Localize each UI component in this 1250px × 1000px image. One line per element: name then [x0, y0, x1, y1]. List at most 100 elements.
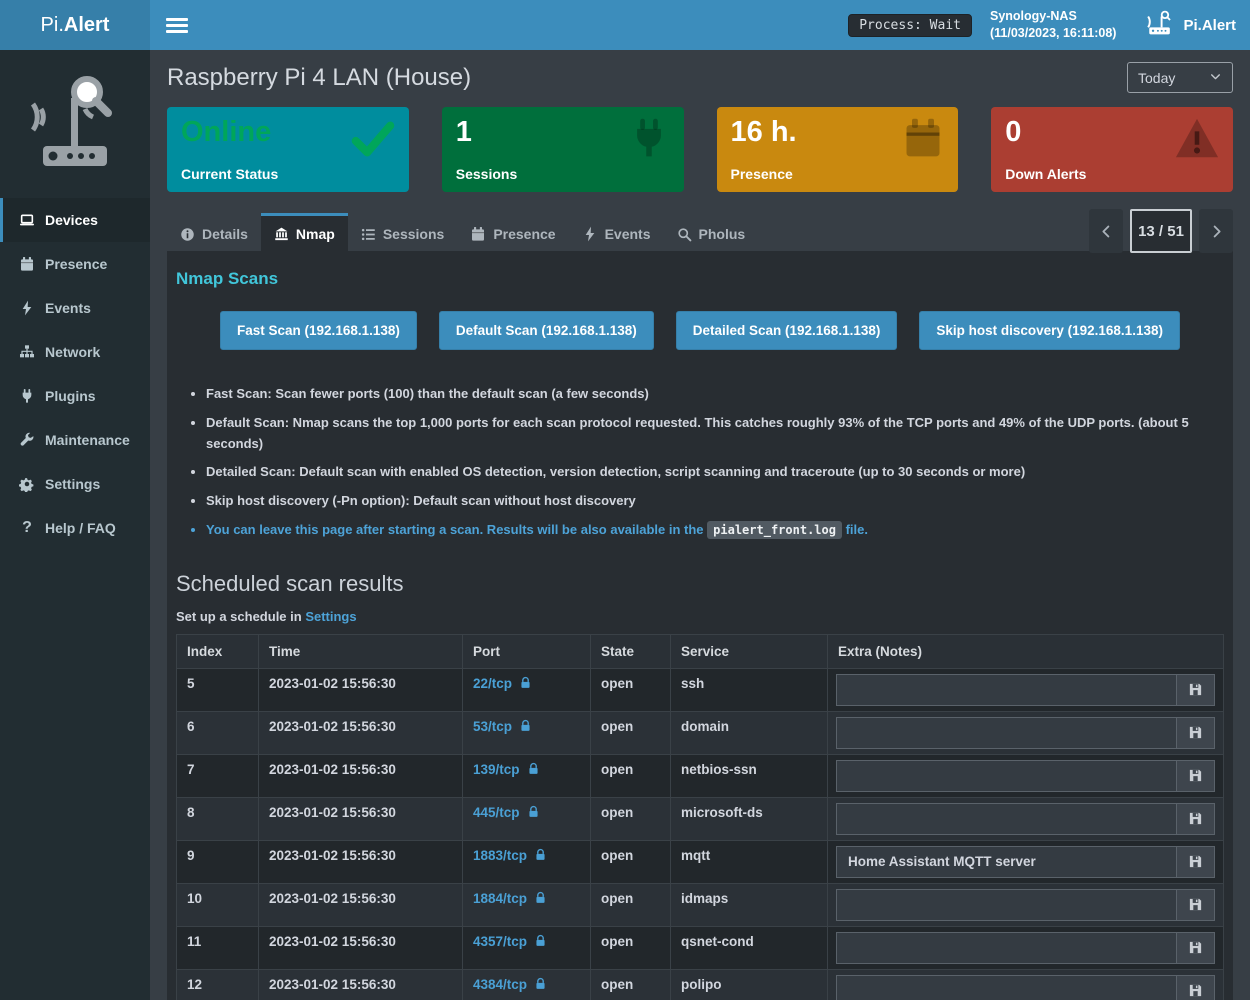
port-link[interactable]: 4357/tcp — [473, 934, 547, 949]
cell-service: microsoft-ds — [670, 796, 828, 841]
scan-button-detailed[interactable]: Detailed Scan (192.168.1.138) — [675, 311, 898, 350]
save-note-button[interactable] — [1176, 932, 1214, 963]
host-info: Synology-NAS (11/03/2023, 16:11:08) — [990, 8, 1117, 42]
sidebar-menu: Devices Presence Events Network Plugins Maint… — [0, 198, 150, 550]
card-label: Presence — [730, 166, 793, 182]
save-note-button[interactable] — [1176, 760, 1214, 791]
save-note-button[interactable] — [1176, 717, 1214, 748]
port-text: 4384/tcp — [473, 976, 528, 992]
calendar-icon — [901, 116, 945, 165]
sidebar-item-network[interactable]: Network — [0, 330, 150, 374]
tab-details[interactable]: Details — [167, 213, 261, 251]
cell-state: open — [590, 710, 671, 755]
tab-pholus[interactable]: Pholus — [664, 213, 759, 251]
table-row: 10 2023-01-02 15:56:30 1884/tcp open idmaps — [176, 882, 1224, 927]
cell-time: 2023-01-02 15:56:30 — [258, 796, 463, 841]
cell-time: 2023-01-02 15:56:30 — [258, 925, 463, 970]
card-sessions: 1 Sessions — [441, 107, 684, 192]
status-cards: Online Current Status 1 Sessions 16 h. Presen… — [167, 107, 1233, 192]
save-note-button[interactable] — [1176, 674, 1214, 705]
port-link[interactable]: 445/tcp — [473, 805, 540, 820]
log-note-item: You can leave this page after starting a… — [206, 520, 1224, 541]
note-input[interactable] — [837, 846, 1176, 877]
save-note-button[interactable] — [1176, 889, 1214, 920]
cell-state: open — [590, 753, 671, 798]
port-text: 1883/tcp — [473, 847, 528, 863]
settings-link[interactable]: Settings — [305, 608, 357, 624]
sidebar-item-label: Events — [45, 300, 91, 316]
tab-nmap[interactable]: Nmap — [260, 213, 348, 251]
navbar-brand[interactable]: Pi.Alert — [1144, 10, 1236, 40]
card-value: 0 — [1005, 116, 1022, 148]
schedule-subtitle-text: Set up a schedule in — [176, 608, 306, 624]
sidebar-item-label: Network — [45, 344, 101, 360]
cell-extra-notes — [827, 753, 1224, 798]
port-link[interactable]: 1884/tcp — [473, 891, 547, 906]
save-icon — [1188, 854, 1203, 869]
hamburger-icon[interactable] — [166, 17, 188, 33]
save-note-button[interactable] — [1176, 975, 1214, 1000]
sidebar-item-plugins[interactable]: Plugins — [0, 374, 150, 418]
port-link[interactable]: 22/tcp — [473, 676, 532, 691]
schedule-subtitle: Set up a schedule in Settings — [176, 609, 1224, 624]
scan-button-fast[interactable]: Fast Scan (192.168.1.138) — [220, 311, 417, 350]
period-select[interactable]: Today — [1127, 62, 1233, 93]
tab-events[interactable]: Events — [569, 213, 664, 251]
note-input[interactable] — [837, 889, 1176, 920]
sidebar-item-events[interactable]: Events — [0, 286, 150, 330]
save-note-button[interactable] — [1176, 846, 1214, 877]
cell-time: 2023-01-02 15:56:30 — [258, 753, 463, 798]
scan-description-item: Skip host discovery (-Pn option): Defaul… — [206, 491, 1224, 512]
tab-presence[interactable]: Presence — [457, 213, 568, 251]
note-input[interactable] — [837, 674, 1176, 705]
bolt-icon — [18, 300, 36, 316]
plug-icon — [18, 388, 36, 404]
sidebar-item-label: Settings — [45, 476, 101, 492]
note-input[interactable] — [837, 975, 1176, 1000]
card-value: Online — [181, 116, 272, 148]
scan-button-skip[interactable]: Skip host discovery (192.168.1.138) — [919, 311, 1180, 350]
card-value: 1 — [455, 116, 472, 148]
save-note-button[interactable] — [1176, 803, 1214, 834]
scan-description-item: Detailed Scan: Default scan with enabled… — [206, 462, 1224, 483]
chevron-down-icon — [1209, 70, 1222, 86]
port-link[interactable]: 4384/tcp — [473, 977, 547, 992]
sidebar-item-label: Plugins — [45, 388, 96, 404]
device-tabs: Details Nmap Sessions Presence Events Pholus — [167, 213, 1233, 251]
port-text: 445/tcp — [473, 804, 520, 820]
cell-service: netbios-ssn — [670, 753, 828, 798]
cell-time: 2023-01-02 15:56:30 — [258, 839, 463, 884]
port-link[interactable]: 53/tcp — [473, 719, 532, 734]
check-icon — [350, 116, 396, 167]
note-input[interactable] — [837, 717, 1176, 748]
note-input[interactable] — [837, 760, 1176, 791]
note-input[interactable] — [837, 932, 1176, 963]
save-icon — [1188, 682, 1203, 697]
port-link[interactable]: 1883/tcp — [473, 848, 547, 863]
save-icon — [1188, 725, 1203, 740]
tab-label: Presence — [493, 226, 556, 242]
sidebar-item-maintenance[interactable]: Maintenance — [0, 418, 150, 462]
tab-label: Sessions — [382, 226, 445, 242]
scan-button-default[interactable]: Default Scan (192.168.1.138) — [438, 311, 654, 350]
sidebar-item-presence[interactable]: Presence — [0, 242, 150, 286]
scan-description-item: Default Scan: Nmap scans the top 1,000 p… — [206, 413, 1224, 455]
port-link[interactable]: 139/tcp — [473, 762, 540, 777]
sidebar-item-help-faq[interactable]: ? Help / FAQ — [0, 506, 150, 550]
cell-service: qsnet-cond — [670, 925, 828, 970]
sidebar-item-settings[interactable]: Settings — [0, 462, 150, 506]
prev-device-button[interactable] — [1089, 209, 1123, 253]
tab-sessions[interactable]: Sessions — [348, 213, 457, 251]
app-logo[interactable]: Pi. Alert — [0, 0, 150, 50]
next-device-button[interactable] — [1199, 209, 1233, 253]
calendar-icon — [18, 256, 36, 272]
card-current-status: Online Current Status — [167, 107, 409, 192]
sidebar-item-devices[interactable]: Devices — [0, 198, 150, 242]
top-navbar: Pi. Alert Process: Wait Synology-NAS (11/… — [0, 0, 1250, 50]
lock-icon — [534, 934, 547, 948]
main-content: Raspberry Pi 4 LAN (House) Today Online C… — [150, 50, 1250, 1000]
cell-extra-notes — [827, 710, 1224, 755]
sidebar-item-label: Presence — [45, 256, 108, 272]
sitemap-icon — [18, 344, 36, 360]
note-input[interactable] — [837, 803, 1176, 834]
